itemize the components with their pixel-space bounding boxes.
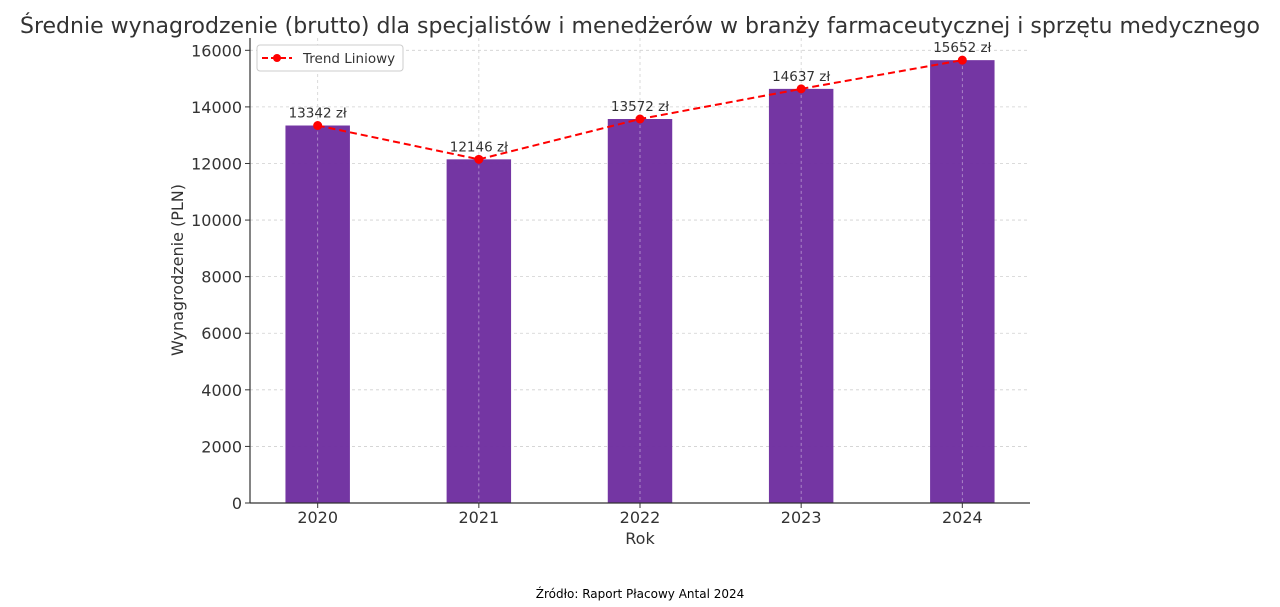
y-tick-label: 0 xyxy=(232,494,242,513)
legend-box xyxy=(256,44,404,72)
y-tick-label: 8000 xyxy=(201,268,242,287)
x-axis-label: Rok xyxy=(625,529,655,548)
chart-title: Średnie wynagrodzenie (brutto) dla specj… xyxy=(20,13,1260,39)
bar-2023 xyxy=(768,88,834,504)
x-tick-label: 2024 xyxy=(942,508,983,527)
x-tick-label: 2022 xyxy=(620,508,661,527)
trend-marker xyxy=(957,55,967,65)
data-label: 14637 zł xyxy=(772,69,830,85)
bars xyxy=(285,60,995,504)
x-tick-label: 2023 xyxy=(781,508,822,527)
y-tick-label: 14000 xyxy=(191,98,242,117)
y-tick-label: 10000 xyxy=(191,211,242,230)
x-tick-label: 2020 xyxy=(297,508,338,527)
y-tick-label: 4000 xyxy=(201,381,242,400)
data-label: 15652 zł xyxy=(933,40,991,56)
y-tick-label: 12000 xyxy=(191,154,242,173)
y-axis-label: Wynagrodzenie (PLN) xyxy=(168,184,187,356)
legend-label: Trend Liniowy xyxy=(302,51,395,67)
data-labels: 13342 zł 12146 zł 13572 zł 14637 zł 15652 zł xyxy=(289,40,992,155)
data-label: 13572 zł xyxy=(611,99,669,115)
y-tick-label: 6000 xyxy=(201,324,242,343)
legend-marker xyxy=(273,54,281,62)
data-label: 13342 zł xyxy=(289,106,347,122)
source-note: Źródło: Raport Płacowy Antal 2024 xyxy=(536,586,745,601)
y-tick-label: 16000 xyxy=(191,41,242,60)
trend-marker xyxy=(635,114,645,124)
x-tick-label: 2021 xyxy=(458,508,499,527)
axes: 0 2000 4000 6000 8000 10000 12000 14000 16000 202… xyxy=(191,38,1030,527)
trend-line xyxy=(313,55,967,164)
legend: Trend Liniowy xyxy=(256,44,404,72)
y-tick-label: 2000 xyxy=(201,437,242,456)
bar-2021 xyxy=(446,159,512,504)
data-label: 12146 zł xyxy=(450,139,508,155)
trend-marker xyxy=(796,84,806,94)
trend-marker xyxy=(313,121,323,131)
trend-marker xyxy=(474,154,484,164)
